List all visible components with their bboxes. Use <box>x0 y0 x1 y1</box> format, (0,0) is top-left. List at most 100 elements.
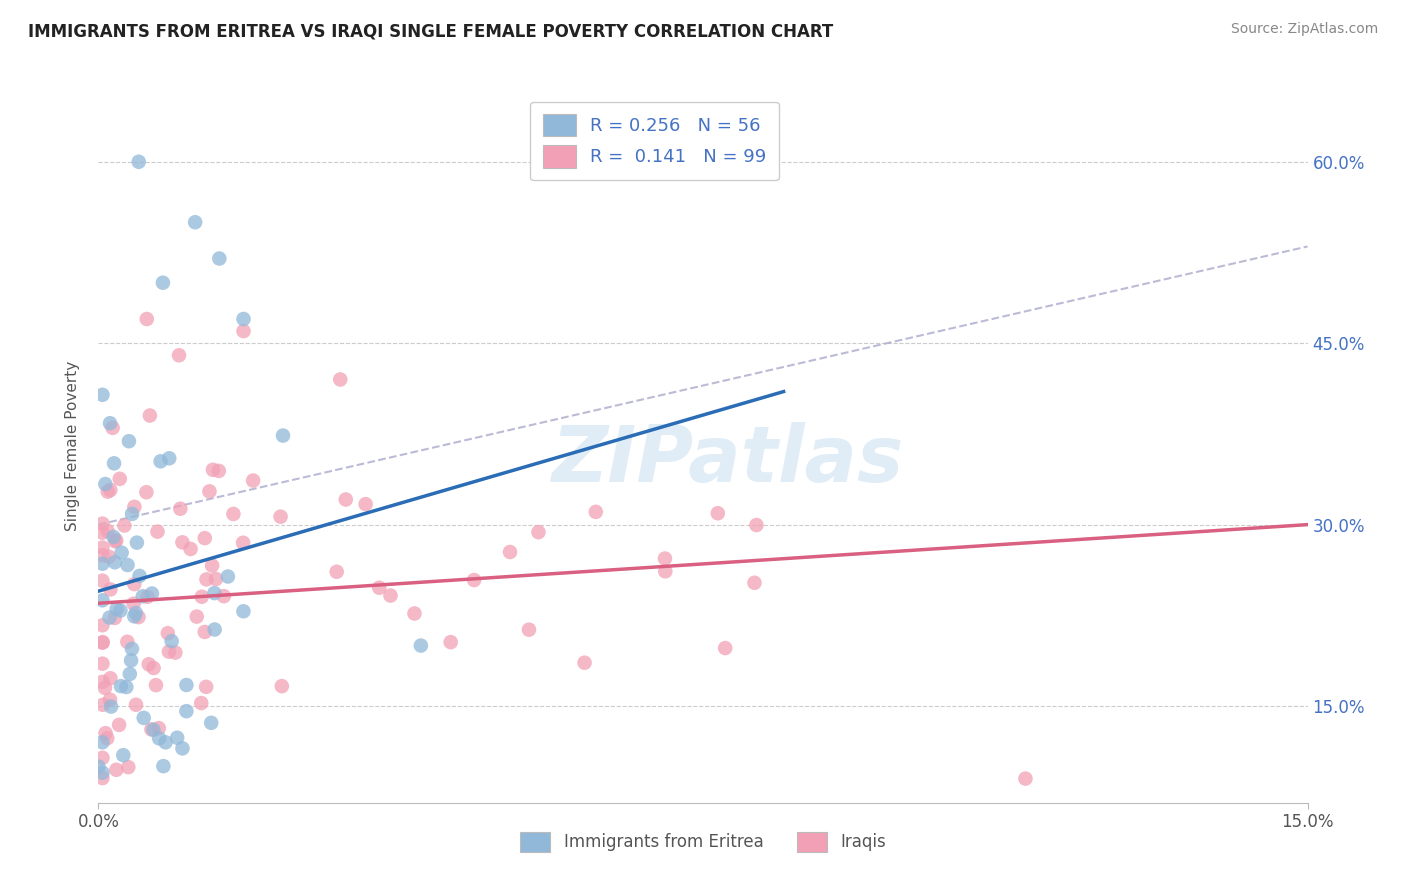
Point <box>148 731 170 746</box>
Point <box>335 492 357 507</box>
Point <box>112 518 135 533</box>
Point <box>124 577 146 591</box>
Point <box>142 661 165 675</box>
Point <box>91 635 114 649</box>
Point <box>105 763 128 777</box>
Point <box>91 525 114 540</box>
Point <box>380 589 402 603</box>
Point <box>654 551 676 566</box>
Point <box>527 525 550 540</box>
Point <box>232 604 254 618</box>
Point <box>204 623 226 637</box>
Point <box>172 741 194 756</box>
Point <box>94 477 117 491</box>
Point <box>91 771 114 785</box>
Point <box>91 735 114 749</box>
Point <box>135 312 157 326</box>
Point <box>242 474 264 488</box>
Point <box>172 535 194 549</box>
Point <box>157 645 180 659</box>
Point <box>149 454 172 468</box>
Point <box>270 509 292 524</box>
Point <box>96 731 118 746</box>
Point <box>105 602 128 616</box>
Text: IMMIGRANTS FROM ERITREA VS IRAQI SINGLE FEMALE POVERTY CORRELATION CHART: IMMIGRANTS FROM ERITREA VS IRAQI SINGLE … <box>28 22 834 40</box>
Point <box>91 657 114 671</box>
Point <box>104 534 127 549</box>
Point <box>87 759 110 773</box>
Point <box>118 667 141 681</box>
Legend: Immigrants from Eritrea, Iraqis: Immigrants from Eritrea, Iraqis <box>513 825 893 859</box>
Point <box>169 501 191 516</box>
Point <box>120 653 142 667</box>
Point <box>198 484 221 499</box>
Point <box>91 388 114 402</box>
Point <box>270 679 292 693</box>
Point <box>125 606 148 620</box>
Point <box>91 541 114 555</box>
Point <box>103 530 125 544</box>
Point <box>517 623 540 637</box>
Point <box>152 759 174 773</box>
Point <box>91 516 114 531</box>
Point <box>212 589 235 603</box>
Point <box>184 215 207 229</box>
Point <box>91 636 114 650</box>
Point <box>194 531 217 545</box>
Point <box>101 421 124 435</box>
Point <box>100 699 122 714</box>
Point <box>110 679 132 693</box>
Point <box>108 472 131 486</box>
Point <box>744 575 766 590</box>
Point <box>108 718 131 732</box>
Point <box>404 607 426 621</box>
Point <box>91 618 114 632</box>
Point <box>91 557 114 571</box>
Point <box>232 312 254 326</box>
Point <box>148 721 170 735</box>
Point <box>112 748 135 763</box>
Point <box>186 609 208 624</box>
Point <box>110 546 132 560</box>
Point <box>132 711 155 725</box>
Point <box>97 524 120 538</box>
Point <box>139 409 162 423</box>
Point <box>165 646 187 660</box>
Point <box>117 760 139 774</box>
Point <box>208 252 231 266</box>
Point <box>128 569 150 583</box>
Point <box>121 507 143 521</box>
Point <box>91 751 114 765</box>
Point <box>232 324 254 338</box>
Text: Source: ZipAtlas.com: Source: ZipAtlas.com <box>1230 22 1378 37</box>
Point <box>117 634 139 648</box>
Point <box>166 731 188 745</box>
Point <box>222 507 245 521</box>
Point <box>117 558 139 572</box>
Point <box>654 564 676 578</box>
Point <box>128 154 150 169</box>
Point <box>191 590 214 604</box>
Point <box>94 681 117 695</box>
Point <box>98 483 121 497</box>
Point <box>167 348 190 362</box>
Point <box>121 641 143 656</box>
Point <box>97 484 120 499</box>
Point <box>195 573 218 587</box>
Point <box>157 451 180 466</box>
Point <box>98 610 121 624</box>
Point <box>91 765 114 780</box>
Point <box>201 463 224 477</box>
Point <box>91 593 114 607</box>
Point <box>91 574 114 588</box>
Point <box>103 456 125 470</box>
Point <box>325 565 347 579</box>
Point <box>141 723 163 737</box>
Point <box>499 545 522 559</box>
Point <box>271 428 294 442</box>
Point <box>124 500 146 514</box>
Point <box>232 535 254 549</box>
Point <box>91 698 114 712</box>
Point <box>180 541 202 556</box>
Point <box>176 678 198 692</box>
